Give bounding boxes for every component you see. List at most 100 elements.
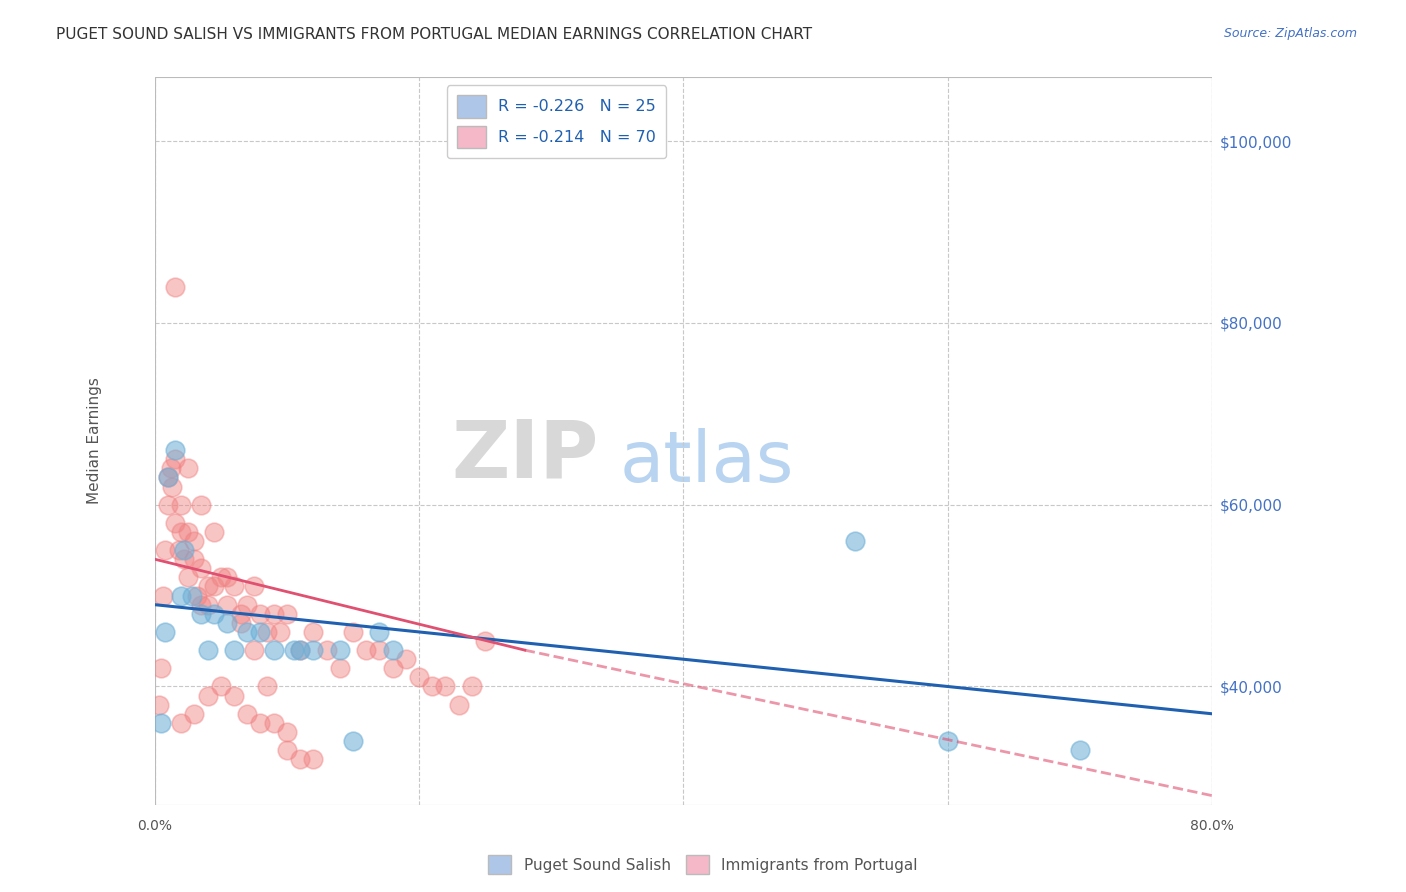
Point [197,643,219,657]
Point [186,589,208,603]
Point [167,543,190,558]
Point [263,643,285,657]
Point [243,580,266,594]
Bar [155,78,1212,805]
Point [190,561,212,575]
Point [263,607,285,621]
Point [190,598,212,612]
Point [276,725,298,739]
Point [217,570,239,584]
Point [229,615,252,630]
Point [163,452,186,467]
Point [156,498,179,512]
Point [256,624,278,639]
Point [150,661,173,675]
Text: 0.0%: 0.0% [138,819,173,833]
Point [229,607,252,621]
Point [420,680,443,694]
Point [159,461,181,475]
Point [209,570,232,584]
Point [222,580,245,594]
Point [249,607,271,621]
Point [202,607,225,621]
Legend: Puget Sound Salish, Immigrants from Portugal: Puget Sound Salish, Immigrants from Port… [482,849,924,880]
Point [447,698,470,712]
Point [197,689,219,703]
Point [269,624,291,639]
Point [474,634,496,648]
Point [183,706,205,721]
Point [1069,743,1091,757]
Text: Source: ZipAtlas.com: Source: ZipAtlas.com [1223,27,1357,40]
Point [236,598,259,612]
Text: 80.0%: 80.0% [1189,819,1234,833]
Point [173,552,195,566]
Point [342,624,364,639]
Point [243,643,266,657]
Point [354,643,377,657]
Point [368,624,391,639]
Point [152,589,174,603]
Point [276,607,298,621]
Point [288,643,311,657]
Point [288,643,311,657]
Point [249,624,271,639]
Point [217,598,239,612]
Point [302,643,325,657]
Point [249,715,271,730]
Legend: R = -0.226   N = 25, R = -0.214   N = 70: R = -0.226 N = 25, R = -0.214 N = 70 [447,86,666,158]
Point [177,461,200,475]
Point [302,752,325,766]
Text: Median Earnings: Median Earnings [87,377,101,505]
Point [434,680,457,694]
Point [202,524,225,539]
Point [173,543,195,558]
Point [236,624,259,639]
Point [209,680,232,694]
Point [288,752,311,766]
Text: PUGET SOUND SALISH VS IMMIGRANTS FROM PORTUGAL MEDIAN EARNINGS CORRELATION CHART: PUGET SOUND SALISH VS IMMIGRANTS FROM PO… [56,27,813,42]
Point [276,743,298,757]
Point [180,589,202,603]
Point [155,543,177,558]
Point [844,534,866,549]
Point [256,680,278,694]
Point [177,524,200,539]
Point [170,589,193,603]
Point [217,615,239,630]
Point [461,680,484,694]
Point [329,661,352,675]
Text: atlas: atlas [620,428,794,498]
Point [190,607,212,621]
Point [163,443,186,458]
Point [163,279,186,293]
Point [183,552,205,566]
Point [148,698,170,712]
Point [381,661,404,675]
Point [202,580,225,594]
Point [183,534,205,549]
Point [381,643,404,657]
Point [342,734,364,748]
Point [197,598,219,612]
Point [197,580,219,594]
Point [170,524,193,539]
Point [150,715,173,730]
Point [315,643,337,657]
Point [936,734,959,748]
Point [177,570,200,584]
Point [156,470,179,484]
Point [395,652,418,666]
Point [160,479,183,493]
Point [170,498,193,512]
Text: ZIP: ZIP [451,417,599,494]
Point [190,498,212,512]
Point [222,643,245,657]
Point [222,689,245,703]
Point [236,706,259,721]
Point [302,624,325,639]
Point [170,715,193,730]
Point [263,715,285,730]
Point [329,643,352,657]
Point [156,470,179,484]
